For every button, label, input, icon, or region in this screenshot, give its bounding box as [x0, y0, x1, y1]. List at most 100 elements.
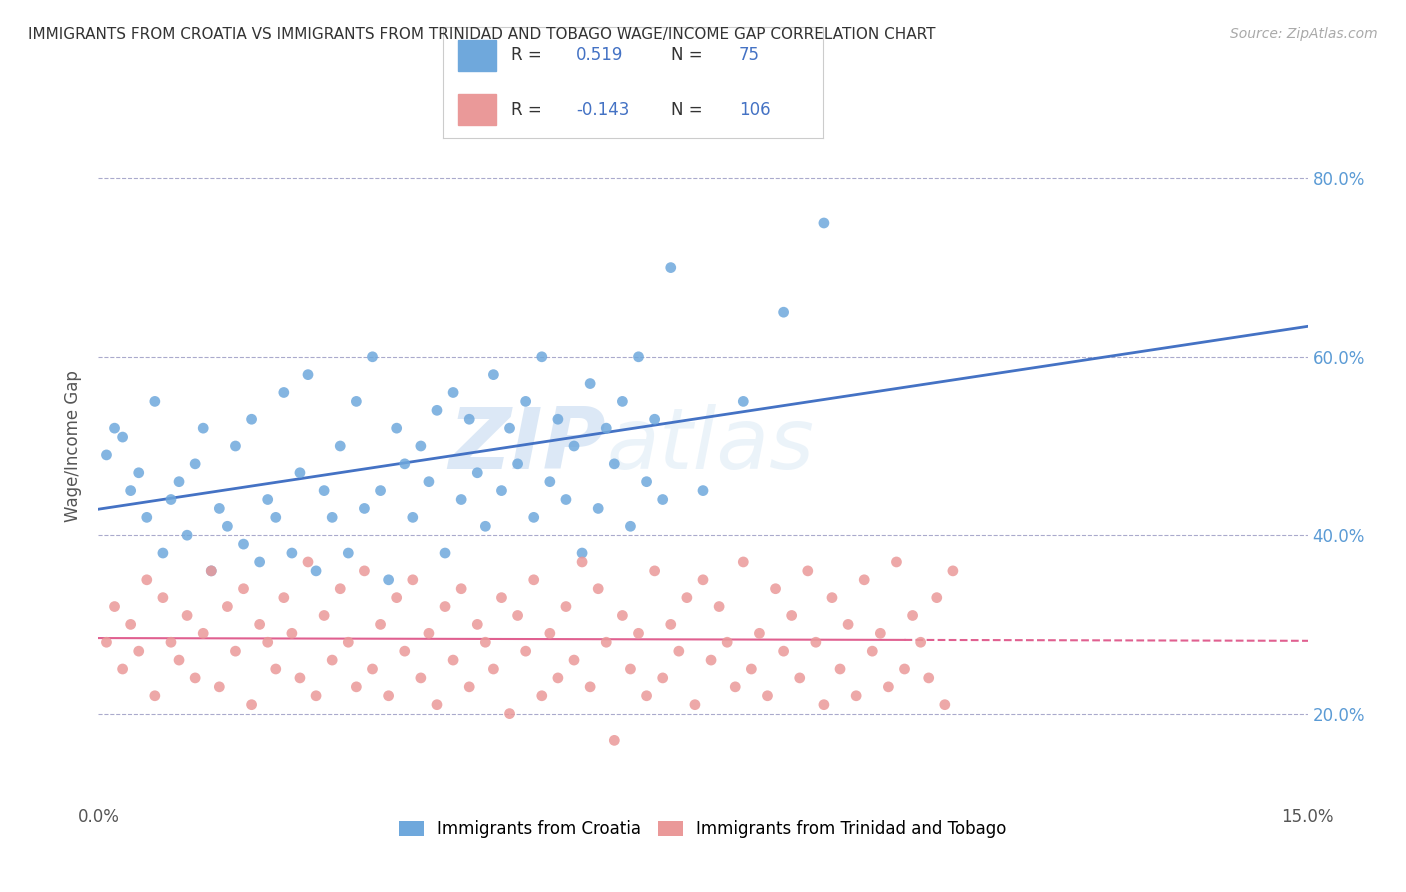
Text: 106: 106 [740, 102, 770, 120]
Point [789, 671, 811, 685]
Point [273, 385, 295, 400]
Point [184, 457, 207, 471]
Point [837, 617, 859, 632]
Point [692, 573, 714, 587]
Text: IMMIGRANTS FROM CROATIA VS IMMIGRANTS FROM TRINIDAD AND TOBAGO WAGE/INCOME GAP C: IMMIGRANTS FROM CROATIA VS IMMIGRANTS FR… [28, 27, 935, 42]
Point [361, 350, 384, 364]
Point [482, 368, 505, 382]
Point [474, 519, 496, 533]
Point [152, 546, 174, 560]
Bar [458, 94, 496, 125]
Point [160, 492, 183, 507]
Point [659, 260, 682, 275]
Point [450, 492, 472, 507]
Point [804, 635, 827, 649]
Point [167, 475, 190, 489]
Point [426, 403, 449, 417]
Point [506, 608, 529, 623]
Point [886, 555, 908, 569]
Point [353, 501, 375, 516]
Text: N =: N = [671, 45, 707, 63]
Point [441, 653, 464, 667]
Point [344, 394, 367, 409]
Point [845, 689, 868, 703]
Point [193, 626, 215, 640]
Point [232, 537, 254, 551]
Point [224, 439, 246, 453]
Point [200, 564, 222, 578]
Point [530, 350, 553, 364]
Point [748, 626, 770, 640]
Point [482, 662, 505, 676]
Point [707, 599, 730, 614]
Point [869, 626, 891, 640]
Point [217, 519, 239, 533]
Point [409, 671, 432, 685]
Point [337, 635, 360, 649]
Point [523, 510, 546, 524]
Point [530, 689, 553, 703]
Point [394, 457, 416, 471]
Point [240, 412, 263, 426]
Point [860, 644, 883, 658]
Point [458, 680, 481, 694]
Point [329, 582, 352, 596]
Point [571, 546, 593, 560]
Text: N =: N = [671, 102, 707, 120]
Point [893, 662, 915, 676]
Point [733, 394, 755, 409]
Point [128, 466, 150, 480]
Point [329, 439, 352, 453]
Point [651, 492, 673, 507]
Point [281, 626, 304, 640]
Point [659, 617, 682, 632]
Point [700, 653, 723, 667]
Point [288, 466, 311, 480]
Point [644, 412, 666, 426]
Point [813, 216, 835, 230]
Point [716, 635, 738, 649]
Point [394, 644, 416, 658]
Text: -0.143: -0.143 [576, 102, 628, 120]
Point [224, 644, 246, 658]
Point [297, 368, 319, 382]
Point [619, 519, 641, 533]
Point [409, 439, 432, 453]
Point [498, 706, 520, 721]
Point [385, 421, 408, 435]
Point [249, 555, 271, 569]
Point [402, 510, 425, 524]
Point [619, 662, 641, 676]
Point [498, 421, 520, 435]
Point [595, 635, 617, 649]
Point [821, 591, 844, 605]
Point [321, 510, 343, 524]
Point [305, 564, 328, 578]
Point [353, 564, 375, 578]
Point [586, 582, 609, 596]
Legend: Immigrants from Croatia, Immigrants from Trinidad and Tobago: Immigrants from Croatia, Immigrants from… [392, 814, 1014, 845]
Y-axis label: Wage/Income Gap: Wage/Income Gap [65, 370, 83, 522]
Point [288, 671, 311, 685]
Text: ZIP: ZIP [449, 404, 606, 488]
Point [547, 412, 569, 426]
Point [273, 591, 295, 605]
Point [458, 412, 481, 426]
Point [538, 626, 561, 640]
Point [167, 653, 190, 667]
Point [506, 457, 529, 471]
Text: Source: ZipAtlas.com: Source: ZipAtlas.com [1230, 27, 1378, 41]
Point [256, 492, 278, 507]
Point [232, 582, 254, 596]
Point [208, 680, 231, 694]
Point [370, 483, 392, 498]
Point [361, 662, 384, 676]
Point [571, 555, 593, 569]
Point [603, 733, 626, 747]
Text: R =: R = [512, 45, 547, 63]
Point [515, 394, 537, 409]
Point [918, 671, 941, 685]
Point [683, 698, 706, 712]
Point [740, 662, 762, 676]
Point [135, 573, 157, 587]
